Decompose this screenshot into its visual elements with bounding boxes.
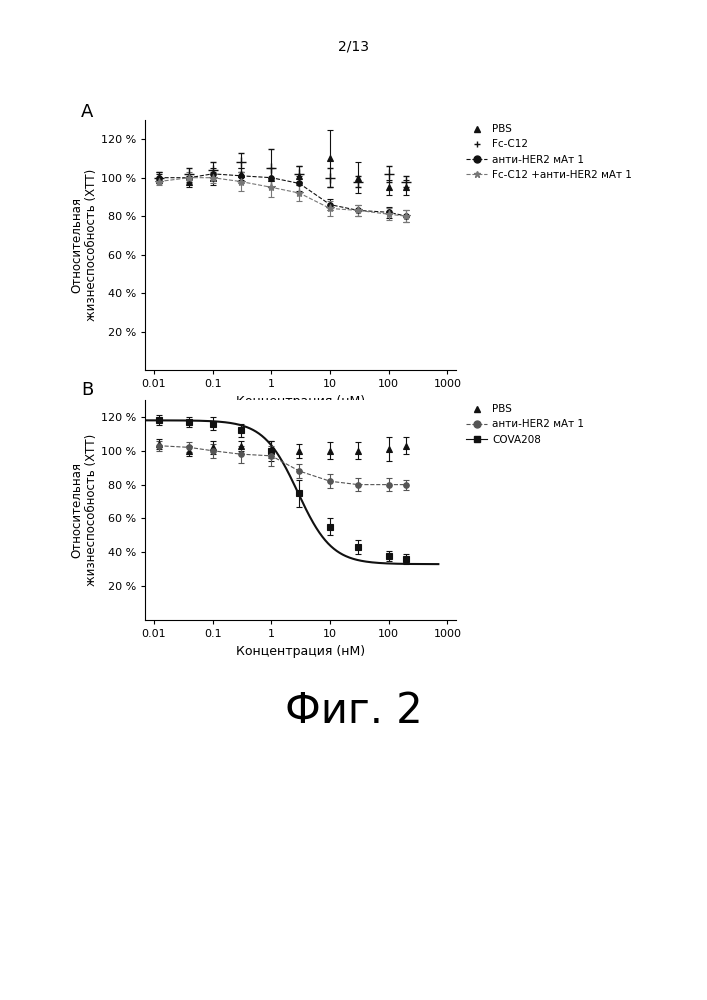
Y-axis label: Относительная
жизнеспособность (ХТТ): Относительная жизнеспособность (ХТТ): [70, 434, 98, 586]
Text: A: A: [81, 103, 94, 121]
Text: Фиг. 2: Фиг. 2: [285, 690, 422, 732]
Text: B: B: [81, 381, 93, 399]
Y-axis label: Относительная
жизнеспособность (ХТТ): Относительная жизнеспособность (ХТТ): [70, 169, 98, 321]
Legend: PBS, анти-HER2 мАт 1, COVA208: PBS, анти-HER2 мАт 1, COVA208: [462, 400, 589, 449]
Legend: PBS, Fc-C12, анти-HER2 мАт 1, Fc-C12 +анти-HER2 мАт 1: PBS, Fc-C12, анти-HER2 мАт 1, Fc-C12 +ан…: [462, 120, 636, 184]
Text: 2/13: 2/13: [338, 40, 369, 54]
X-axis label: Концентрация (нМ): Концентрация (нМ): [236, 395, 365, 408]
X-axis label: Концентрация (нМ): Концентрация (нМ): [236, 645, 365, 658]
